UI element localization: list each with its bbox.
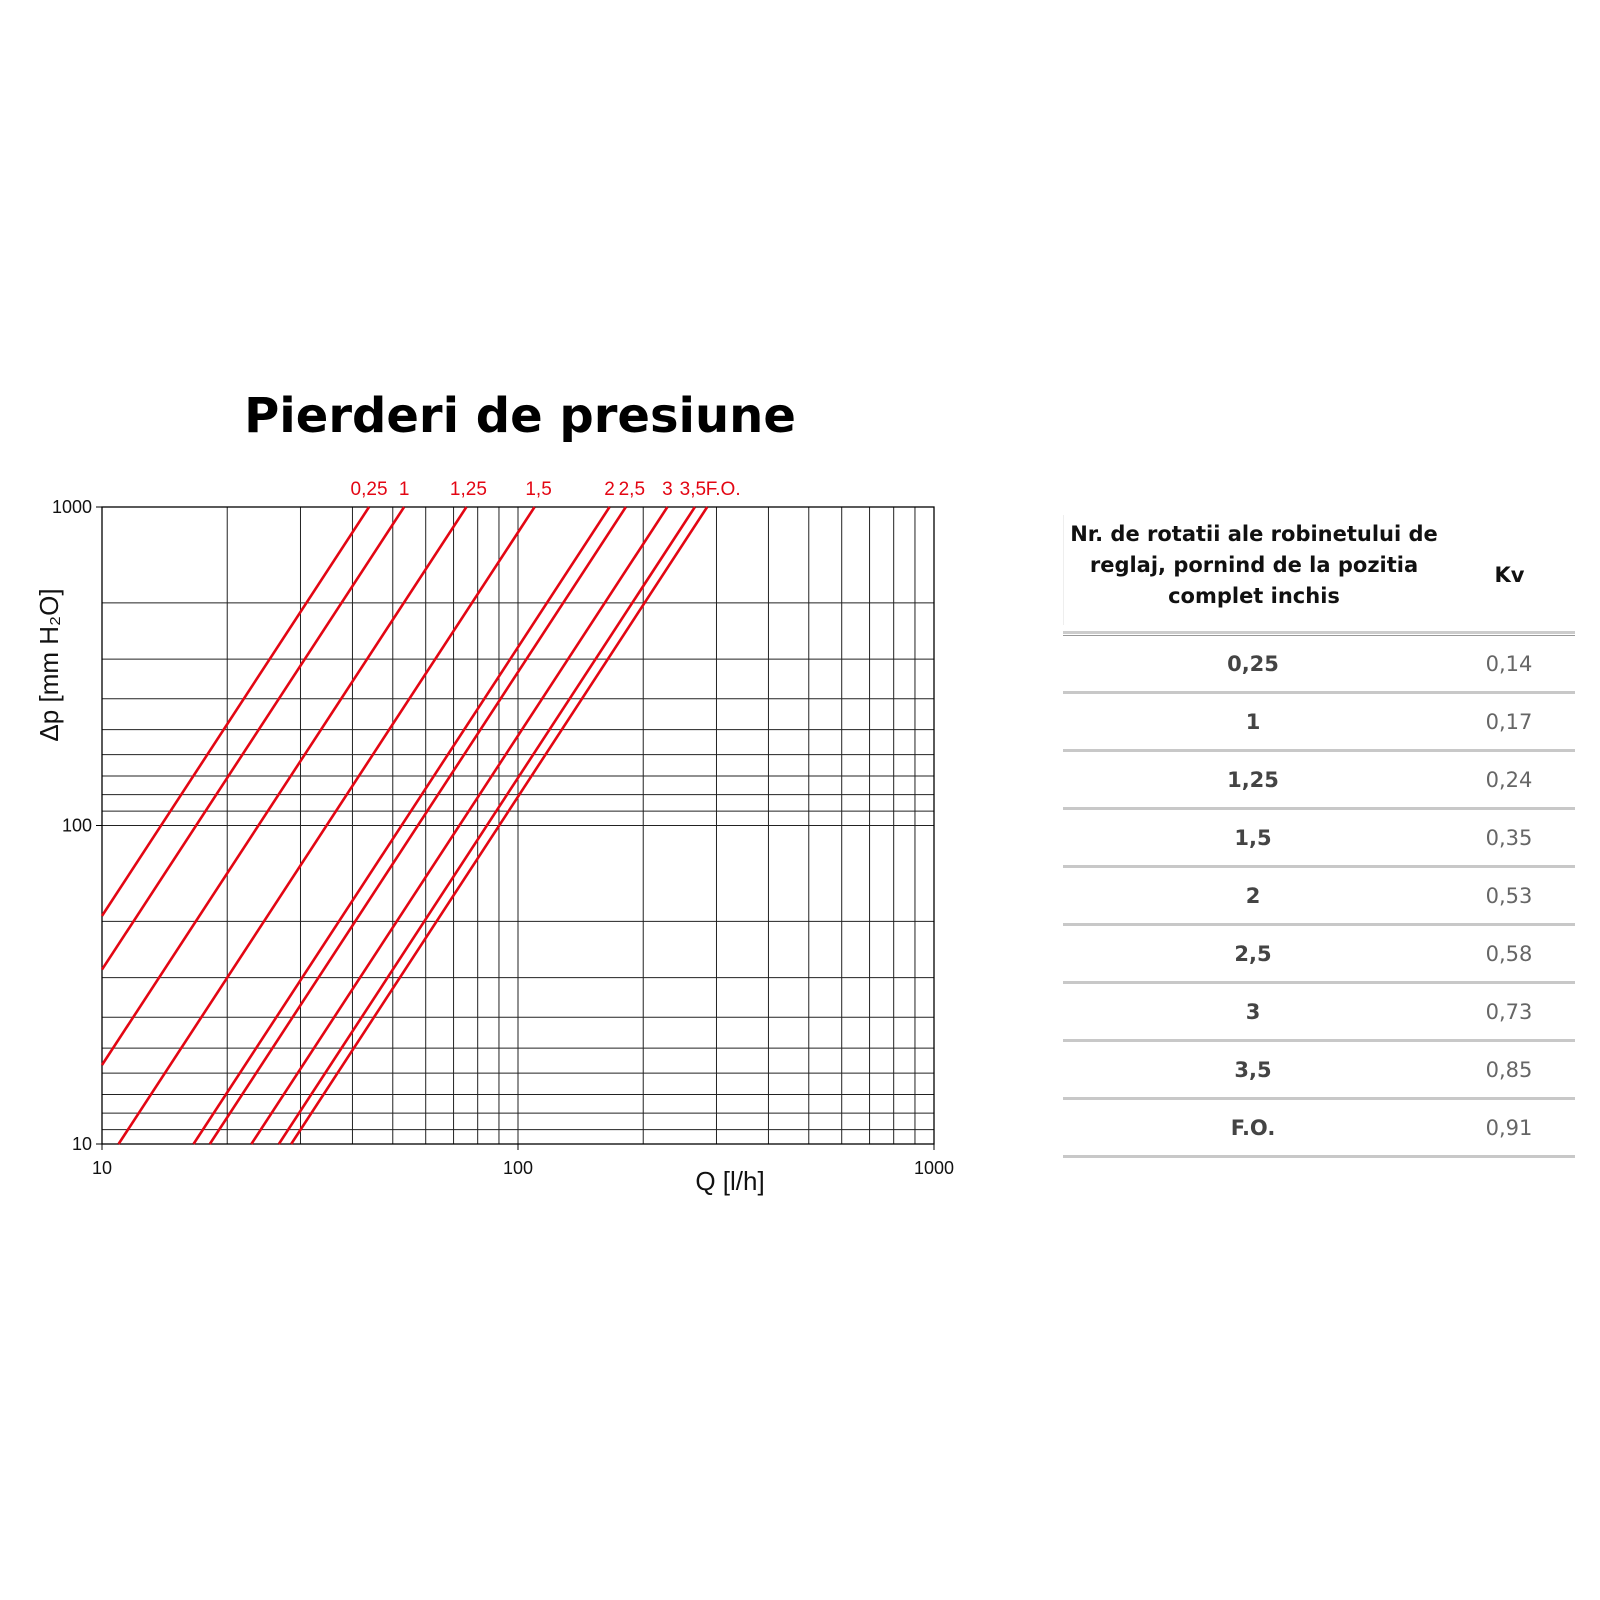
- header-turns-line: reglaj, pornind de la pozitia: [1089, 553, 1419, 577]
- curve-0,25: [100, 506, 371, 917]
- cell-kv: 0,73: [1485, 999, 1533, 1024]
- curve-2,5: [208, 506, 627, 1145]
- cell-turns: 2: [1245, 883, 1261, 908]
- table-row: 1,5 0,35: [1063, 810, 1575, 868]
- curve-2: [192, 506, 611, 1145]
- cell-turns: 1,5: [1234, 825, 1272, 850]
- table-row: 1 0,17: [1063, 694, 1575, 752]
- cell-kv: 0,35: [1485, 825, 1533, 850]
- kv-table: Nr. de rotatii ale robinetului de reglaj…: [1063, 515, 1575, 1158]
- curve-3: [250, 506, 669, 1145]
- table-header: Nr. de rotatii ale robinetului de reglaj…: [1063, 515, 1575, 625]
- curve-label: 2,5: [619, 479, 645, 500]
- curve-label: 1,25: [450, 479, 487, 500]
- curve-label: F.O.: [706, 479, 741, 500]
- curve-F.O.: [290, 506, 709, 1145]
- x-tick-label: 1000: [914, 1158, 954, 1178]
- table-body: 0,25 0,14 1 0,17 1,25 0,24 1,5 0,35 2 0,53 2,5 0,58…: [1063, 636, 1575, 1158]
- curve-label: 0,25: [351, 479, 388, 500]
- y-axis-label: Δp [mm H₂O]: [34, 588, 64, 741]
- y-tick-label: 100: [62, 816, 92, 836]
- cell-turns: 0,25: [1227, 651, 1279, 676]
- curve-label: 2: [604, 479, 615, 500]
- curve-label: 3: [662, 479, 673, 500]
- curve-3,5: [277, 506, 696, 1145]
- cell-kv: 0,53: [1485, 883, 1533, 908]
- curves: [100, 506, 709, 1145]
- curve-1: [100, 506, 406, 971]
- table-row: F.O. 0,91: [1063, 1100, 1575, 1158]
- chart-title: Pierderi de presiune: [244, 388, 796, 444]
- cell-kv: 0,24: [1485, 767, 1533, 792]
- table-row: 2 0,53: [1063, 868, 1575, 926]
- header-turns-line: complet inchis: [1168, 584, 1340, 608]
- tick-labels: 10 100 1000 10 100 1000: [52, 497, 954, 1178]
- header-turns-line: Nr. de rotatii ale robinetului de: [1070, 522, 1438, 546]
- cell-turns: 3: [1245, 999, 1261, 1024]
- cell-turns: 1: [1245, 709, 1261, 734]
- cell-kv: 0,14: [1485, 651, 1533, 676]
- y-tick-label: 10: [72, 1134, 92, 1154]
- grid: [96, 506, 935, 1150]
- x-axis-label: Q [l/h]: [695, 1166, 764, 1196]
- curve-1,5: [117, 506, 536, 1145]
- header-divider: [1063, 631, 1575, 636]
- x-tick-label: 10: [92, 1158, 112, 1178]
- table-row: 3,5 0,85: [1063, 1042, 1575, 1100]
- header-turns: Nr. de rotatii ale robinetului de reglaj…: [1064, 515, 1444, 625]
- cell-turns: F.O.: [1230, 1115, 1276, 1140]
- table-row: 2,5 0,58: [1063, 926, 1575, 984]
- cell-turns: 2,5: [1234, 941, 1272, 966]
- table-row: 3 0,73: [1063, 984, 1575, 1042]
- cell-kv: 0,85: [1485, 1057, 1533, 1082]
- table-row: 1,25 0,24: [1063, 752, 1575, 810]
- cell-kv: 0,58: [1485, 941, 1533, 966]
- y-tick-label: 1000: [52, 497, 92, 517]
- curve-label: 1,5: [525, 479, 551, 500]
- curve-label: 3,5: [680, 479, 706, 500]
- table-row: 0,25 0,14: [1063, 636, 1575, 694]
- cell-kv: 0,17: [1485, 709, 1533, 734]
- cell-turns: 3,5: [1234, 1057, 1272, 1082]
- cell-kv: 0,91: [1485, 1115, 1533, 1140]
- curve-labels: 0,25 1 1,25 1,5 2 2,5 3 3,5 F.O.: [351, 479, 741, 500]
- curve-1,25: [100, 506, 468, 1066]
- cell-turns: 1,25: [1227, 767, 1279, 792]
- header-kv: Kv: [1494, 563, 1525, 587]
- curve-label: 1: [399, 479, 410, 500]
- x-tick-label: 100: [503, 1158, 533, 1178]
